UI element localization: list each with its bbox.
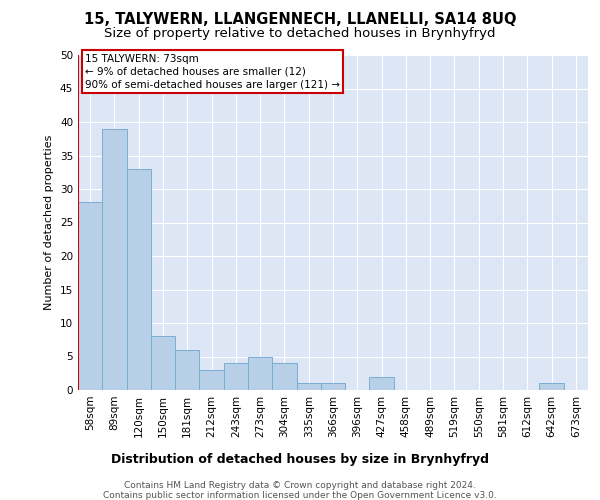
Text: Contains public sector information licensed under the Open Government Licence v3: Contains public sector information licen… bbox=[103, 491, 497, 500]
Y-axis label: Number of detached properties: Number of detached properties bbox=[44, 135, 55, 310]
Text: Contains HM Land Registry data © Crown copyright and database right 2024.: Contains HM Land Registry data © Crown c… bbox=[124, 481, 476, 490]
Text: Size of property relative to detached houses in Brynhyfryd: Size of property relative to detached ho… bbox=[104, 28, 496, 40]
Text: 15, TALYWERN, LLANGENNECH, LLANELLI, SA14 8UQ: 15, TALYWERN, LLANGENNECH, LLANELLI, SA1… bbox=[84, 12, 516, 28]
Bar bbox=[248, 356, 272, 390]
Bar bbox=[78, 202, 102, 390]
Bar bbox=[321, 384, 345, 390]
Bar bbox=[175, 350, 199, 390]
Bar bbox=[199, 370, 224, 390]
Bar bbox=[370, 376, 394, 390]
Bar bbox=[102, 128, 127, 390]
Bar bbox=[272, 363, 296, 390]
Bar bbox=[296, 384, 321, 390]
Bar bbox=[224, 363, 248, 390]
Text: Distribution of detached houses by size in Brynhyfryd: Distribution of detached houses by size … bbox=[111, 452, 489, 466]
Bar bbox=[127, 169, 151, 390]
Bar bbox=[539, 384, 564, 390]
Text: 15 TALYWERN: 73sqm
← 9% of detached houses are smaller (12)
90% of semi-detached: 15 TALYWERN: 73sqm ← 9% of detached hous… bbox=[85, 54, 340, 90]
Bar bbox=[151, 336, 175, 390]
